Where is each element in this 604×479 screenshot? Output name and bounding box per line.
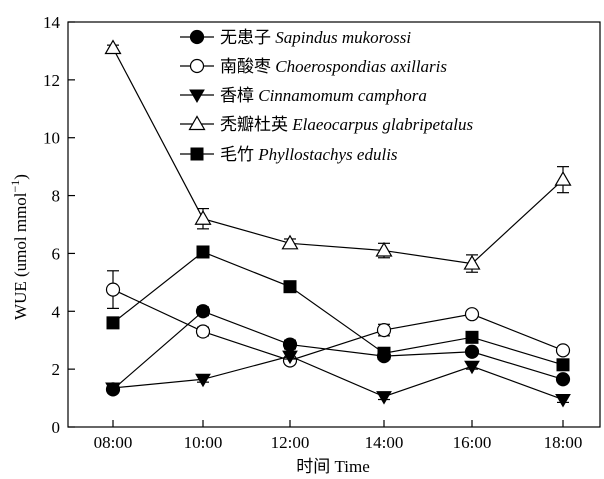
legend-label-cn: 香樟 [220, 86, 258, 105]
data-point [106, 316, 120, 330]
series-line [112, 47, 564, 265]
series-3 [105, 350, 571, 408]
legend-label: 毛竹 Phyllostachys edulis [220, 145, 398, 164]
data-point [464, 344, 480, 359]
data-point [555, 394, 571, 408]
y-tick-label: 12 [43, 71, 60, 90]
data-point [283, 280, 297, 294]
legend-marker [188, 115, 206, 131]
data-point [464, 360, 480, 375]
data-point [376, 391, 392, 405]
legend-marker [189, 29, 205, 45]
data-point [556, 358, 570, 372]
y-tick-label: 4 [52, 302, 61, 321]
data-point [463, 254, 481, 270]
y-tick-label: 6 [52, 244, 61, 263]
legend-marker [189, 58, 205, 74]
data-point [195, 304, 211, 319]
data-point [376, 322, 392, 338]
legend-entry-2: 南酸枣 Choerospondias axillaris [180, 57, 447, 76]
data-point [375, 241, 393, 257]
data-point [104, 39, 122, 55]
y-tick-label: 2 [52, 360, 61, 379]
legend-label-latin: Cinnamomum camphora [258, 86, 427, 105]
data-point [282, 337, 298, 352]
legend-label-latin: Choerospondias axillaris [275, 57, 447, 76]
legend-marker [190, 147, 204, 161]
legend-label-cn: 南酸枣 [220, 57, 275, 76]
series-5 [106, 245, 570, 372]
y-tick-label: 10 [43, 129, 60, 148]
y-axis: 0 2 4 6 8 10 12 14 [43, 13, 75, 437]
data-point [105, 382, 121, 396]
plot-area [67, 21, 601, 428]
legend-label: 秃瓣杜英 Elaeocarpus glabripetalus [220, 115, 473, 134]
x-tick-label: 16:00 [453, 433, 492, 452]
legend-label-cn: 毛竹 [220, 145, 258, 164]
series-line [112, 251, 564, 366]
y-axis-title-close: ) [11, 174, 30, 180]
data-point [105, 282, 121, 297]
data-point [554, 170, 572, 186]
data-point [281, 234, 299, 250]
legend-label-latin: Sapindus mukorossi [275, 28, 411, 47]
data-point [555, 343, 571, 358]
y-axis-title-text: WUE (umol mmol [11, 192, 30, 320]
legend-label-cn: 无患子 [220, 28, 275, 47]
legend-label-cn: 秃瓣杜英 [220, 115, 292, 134]
x-tick-label: 08:00 [94, 433, 133, 452]
x-tick-label: 10:00 [184, 433, 223, 452]
legend-entry-3: 香樟 Cinnamomum camphora [180, 86, 427, 105]
legend-marker [189, 89, 205, 103]
x-axis: 08:00 10:00 12:00 14:00 16:00 18:00 [94, 420, 583, 452]
legend-entry-1: 无患子 Sapindus mukorossi [180, 28, 411, 47]
data-point [196, 245, 210, 259]
legend-label: 南酸枣 Choerospondias axillaris [220, 57, 447, 76]
series-line [112, 289, 564, 362]
y-tick-label: 8 [52, 187, 61, 206]
data-point [282, 350, 298, 365]
legend-entry-5: 毛竹 Phyllostachys edulis [180, 145, 398, 164]
y-tick-label: 14 [43, 13, 61, 32]
series-2 [105, 270, 571, 368]
legend-entry-4: 秃瓣杜英 Elaeocarpus glabripetalus [180, 115, 473, 134]
legend-label: 香樟 Cinnamomum camphora [220, 86, 427, 105]
legend-label-latin: Elaeocarpus glabripetalus [291, 115, 473, 134]
data-point [555, 372, 571, 387]
legend-label-latin: Phyllostachys edulis [257, 145, 398, 164]
legend-label: 无患子 Sapindus mukorossi [220, 28, 411, 47]
data-point [377, 346, 391, 360]
x-tick-label: 12:00 [271, 433, 310, 452]
y-tick-label: 0 [52, 418, 61, 437]
x-tick-label: 18:00 [544, 433, 583, 452]
data-point [195, 324, 211, 339]
plot-border [67, 21, 601, 428]
data-point [194, 210, 212, 225]
y-axis-title-superscript: −1 [8, 180, 22, 193]
data-point [464, 307, 480, 322]
y-axis-title: WUE (umol mmol−1) [8, 174, 30, 320]
data-point [465, 330, 479, 344]
series-layer [104, 39, 572, 408]
data-point [195, 373, 211, 388]
series-line [112, 355, 564, 401]
x-axis-title: 时间 Time [296, 457, 370, 476]
x-tick-label: 14:00 [365, 433, 404, 452]
series-4 [104, 39, 572, 273]
